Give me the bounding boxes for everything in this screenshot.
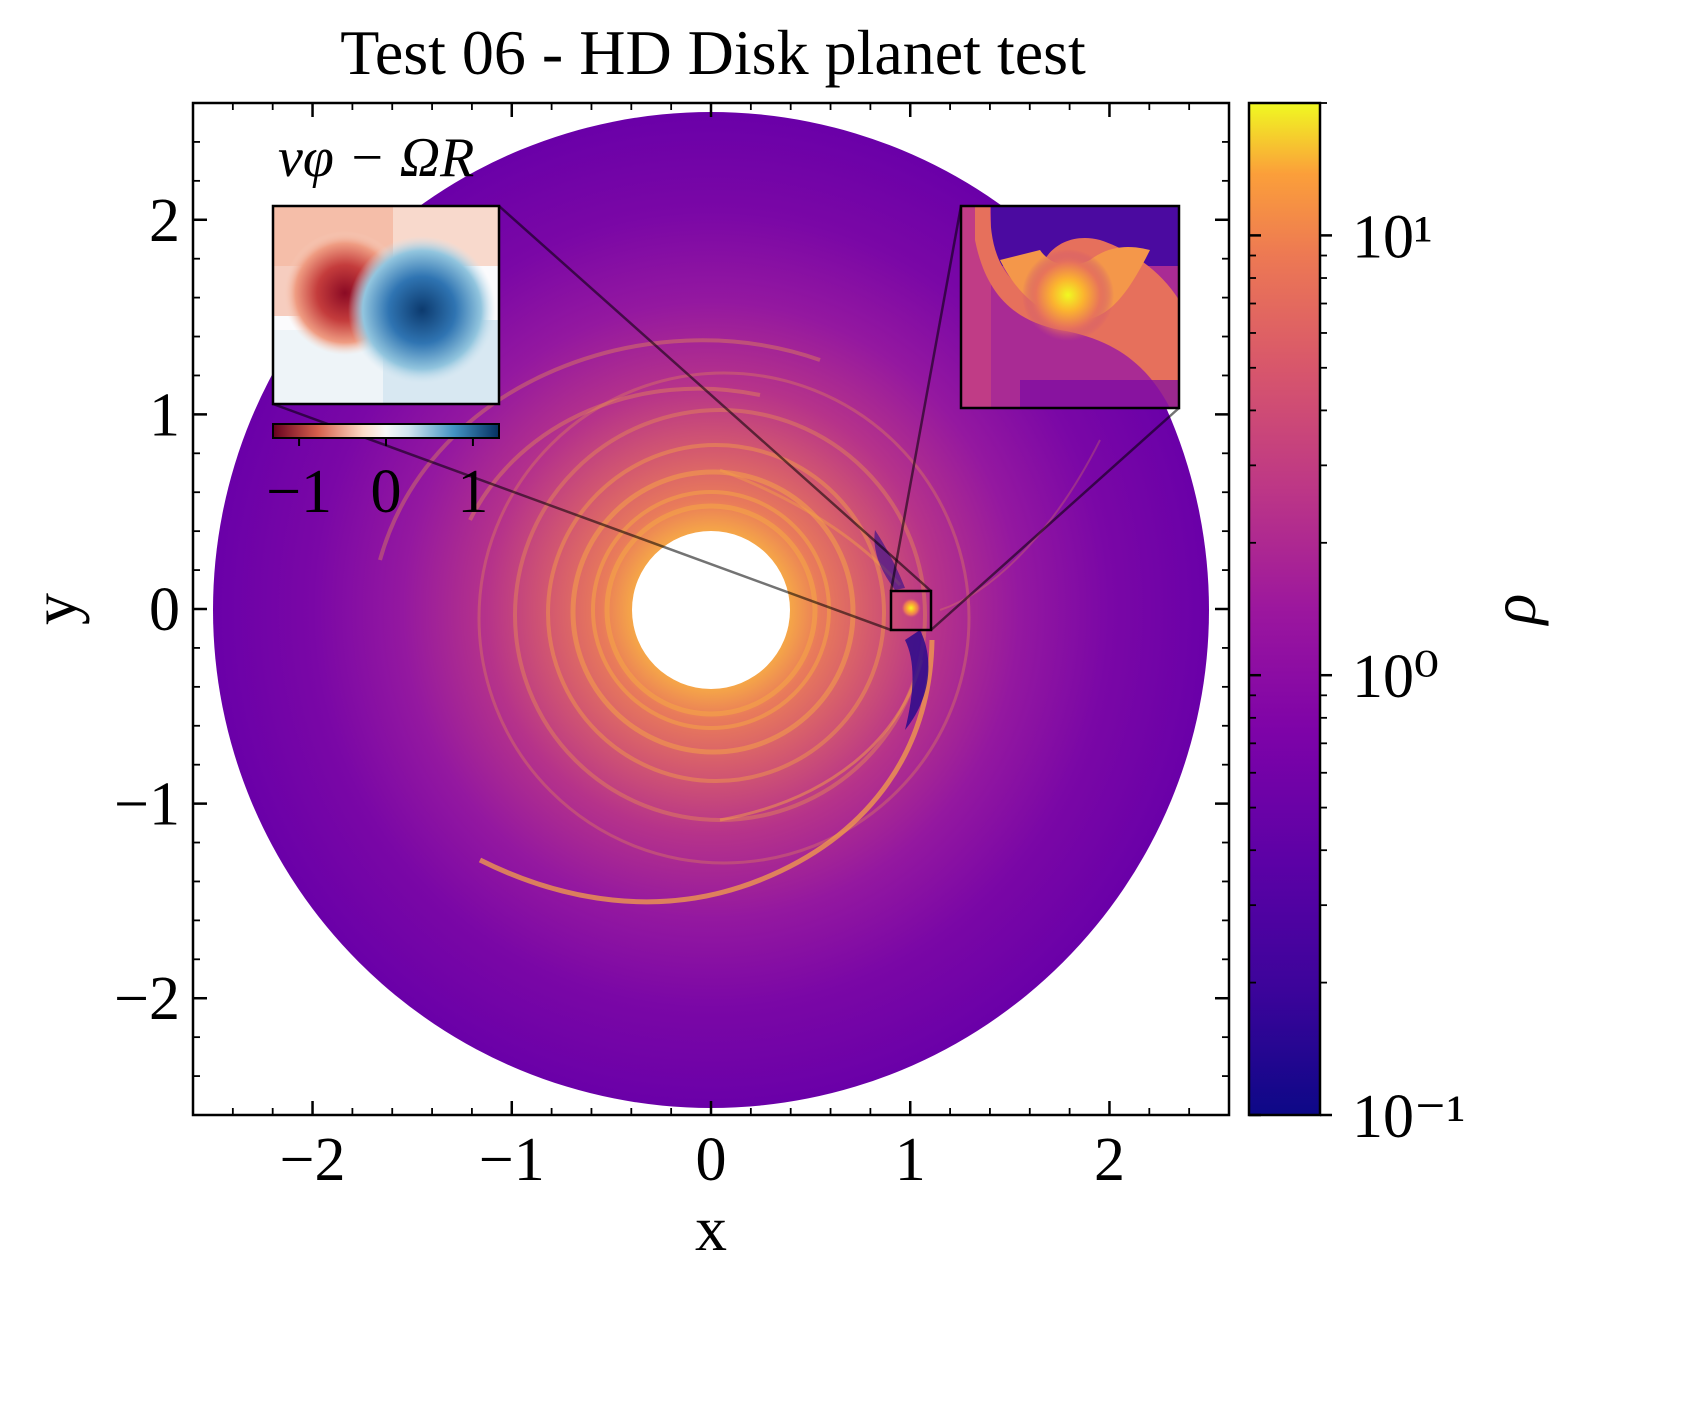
y-tick-label: 2	[149, 187, 180, 255]
colorbar-ticks	[1249, 102, 1332, 1117]
inner-hole	[632, 531, 790, 689]
inset-colorbar-ticks	[298, 438, 474, 446]
planet-density-peak	[1022, 249, 1114, 341]
gap-lobe-lower	[905, 630, 929, 730]
connector-line	[930, 407, 1180, 631]
inset-velocity: vφ − ΩR −1 0 1	[266, 127, 501, 526]
colorbar: 10⁻¹ 10⁰ 10¹ ρ	[1247, 101, 1549, 1151]
colorbar-tick-label: 10⁰	[1352, 643, 1439, 711]
inset-tick-label: −1	[266, 458, 332, 526]
axis-ticks	[193, 103, 1229, 1115]
inset-tick-label: 1	[457, 458, 488, 526]
planet-marker	[901, 598, 921, 618]
x-axis-label: x	[695, 1193, 727, 1264]
x-tick-label: 1	[895, 1126, 926, 1194]
y-tick-labels: 2 1 0 −1 −2	[114, 187, 180, 1033]
y-tick-label: 0	[149, 576, 180, 644]
inset-connector-lines	[272, 205, 1180, 632]
connector-line	[272, 402, 892, 632]
connector-line	[498, 205, 932, 592]
inset-velocity-colorbar	[272, 423, 500, 439]
colorbar-label: ρ	[1478, 594, 1549, 627]
inset-density	[959, 204, 1181, 410]
x-tick-label: 2	[1094, 1126, 1125, 1194]
y-tick-label: −1	[114, 771, 180, 839]
gap-lobe-upper	[874, 530, 905, 590]
chart-title: Test 06 - HD Disk planet test	[340, 17, 1086, 88]
y-axis-label: y	[19, 593, 90, 625]
y-tick-label: −2	[114, 965, 180, 1033]
x-tick-label: −2	[280, 1126, 346, 1194]
x-tick-labels: −2 −1 0 1 2	[280, 1126, 1125, 1194]
colorbar-tick-label: 10⁻¹	[1352, 1083, 1465, 1151]
colorbar-tick-label: 10¹	[1352, 203, 1433, 271]
y-tick-label: 1	[149, 381, 180, 449]
colorbar-gradient	[1247, 101, 1322, 1117]
connector-line	[889, 205, 963, 592]
inset-tick-label: 0	[371, 458, 402, 526]
zoom-box	[889, 589, 933, 632]
velocity-positive-lobe	[348, 236, 496, 384]
x-tick-label: −1	[479, 1126, 545, 1194]
inset-velocity-label: vφ − ΩR	[278, 127, 474, 189]
x-tick-label: 0	[696, 1126, 727, 1194]
